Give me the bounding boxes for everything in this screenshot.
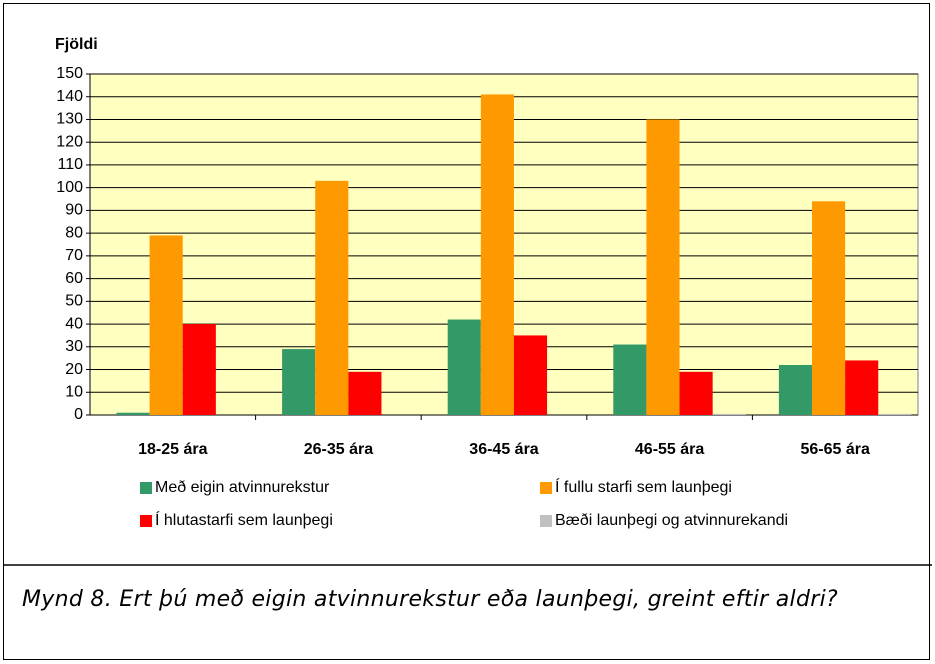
y-tick-label: 50 <box>65 293 83 310</box>
bar <box>778 364 813 415</box>
legend-swatch <box>140 515 152 527</box>
bar <box>513 335 548 415</box>
legend-label: Bæði launþegi og atvinnurekandi <box>555 512 788 529</box>
y-tick-label: 30 <box>65 338 83 355</box>
frame <box>3 3 930 660</box>
x-tick-label: 56-65 ára <box>801 441 870 458</box>
bar <box>646 119 680 415</box>
bar <box>447 319 481 415</box>
legend-label: Í fullu starfi sem launþegi <box>555 477 732 496</box>
bar <box>712 413 746 415</box>
bar <box>282 349 316 415</box>
x-tick-label: 46-55 ára <box>635 441 704 458</box>
bar <box>182 324 216 415</box>
y-tick-label: 130 <box>56 111 83 128</box>
bar <box>480 94 514 416</box>
chart: Fjöldi 0 10 20 30 40 50 60 70 80 90 100 110 120 130 14… <box>3 36 932 566</box>
bar <box>812 201 846 415</box>
bar <box>679 371 713 415</box>
y-tick-label: 40 <box>65 315 83 332</box>
legend-label: Í hlutastarfi sem launþegi <box>155 510 333 529</box>
y-tick-label: 20 <box>65 361 83 378</box>
y-tick-label: 0 <box>74 406 83 423</box>
y-axis-title: Fjöldi <box>55 36 98 53</box>
legend-swatch <box>540 515 552 527</box>
legend-swatch <box>540 482 552 494</box>
bar <box>613 344 647 415</box>
bar <box>878 413 912 415</box>
y-tick-label: 140 <box>56 88 83 105</box>
y-tick-label: 90 <box>65 202 83 219</box>
y-tick-label: 80 <box>65 224 83 241</box>
bar <box>149 235 183 415</box>
caption: Mynd 8. Ert þú með eigin atvinnurekstur … <box>22 587 838 612</box>
bar <box>348 371 382 415</box>
bar <box>315 180 349 415</box>
y-tick-label: 100 <box>56 179 83 196</box>
bar <box>116 412 150 415</box>
y-tick-label: 60 <box>65 270 83 287</box>
x-tick-label: 18-25 ára <box>138 441 207 458</box>
y-tick-label: 70 <box>65 247 83 264</box>
legend-label: Með eigin atvinnurekstur <box>155 479 330 496</box>
legend-swatch <box>140 482 152 494</box>
y-tick-label: 110 <box>57 156 83 173</box>
y-tick-label: 120 <box>56 133 83 150</box>
x-tick-label: 26-35 ára <box>304 441 373 458</box>
y-tick-label: 150 <box>56 65 83 82</box>
y-tick-label: 10 <box>65 383 83 400</box>
bar <box>845 360 879 415</box>
x-tick-label: 36-45 ára <box>469 441 538 458</box>
